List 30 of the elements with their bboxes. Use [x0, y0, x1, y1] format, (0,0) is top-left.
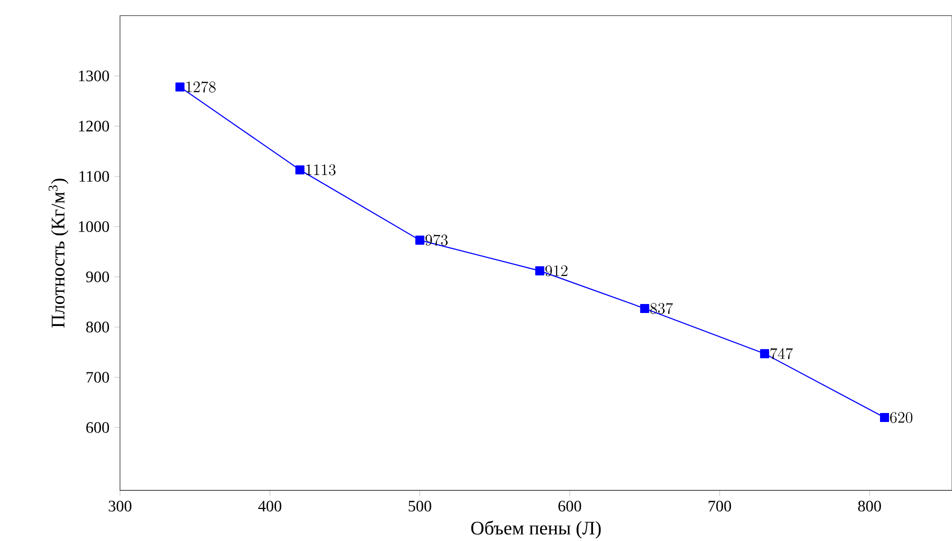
data-label: 1278: [186, 81, 216, 92]
point: [760, 349, 770, 358]
x-tick-label: 600: [558, 500, 582, 512]
point: [295, 165, 304, 174]
x-tick-label: 400: [258, 500, 282, 512]
y-tick-label: 1000: [79, 221, 109, 232]
x-tick-label: 700: [708, 500, 732, 512]
x-tick-label: 800: [858, 500, 881, 512]
data-label: 973: [425, 234, 448, 246]
data-label: 837: [650, 302, 673, 314]
y-tick-label: 1100: [80, 170, 109, 182]
point: [640, 304, 650, 314]
data-label: 912: [545, 265, 568, 276]
y-axis-title: Плотность (Кг/м$^{3}$): [48, 178, 68, 328]
y-tick-label: 800: [86, 322, 109, 332]
data-label: 620: [890, 412, 912, 423]
y-tick-label: 700: [86, 372, 109, 383]
x-tick-label: 300: [108, 500, 132, 512]
y-tick-label: 1300: [79, 70, 109, 82]
x-tick-label: 500: [408, 500, 432, 512]
point: [415, 236, 424, 245]
data-label: 747: [770, 348, 793, 360]
y-tick-label: 900: [86, 271, 109, 282]
y-tick-label: 600: [86, 422, 109, 433]
x-axis-title: Объем пены (Л): [471, 520, 601, 538]
point: [535, 266, 544, 276]
point: [880, 412, 890, 422]
y-tick-label: 1200: [79, 120, 109, 132]
data-label: 1113: [306, 164, 336, 176]
point: [175, 82, 185, 92]
